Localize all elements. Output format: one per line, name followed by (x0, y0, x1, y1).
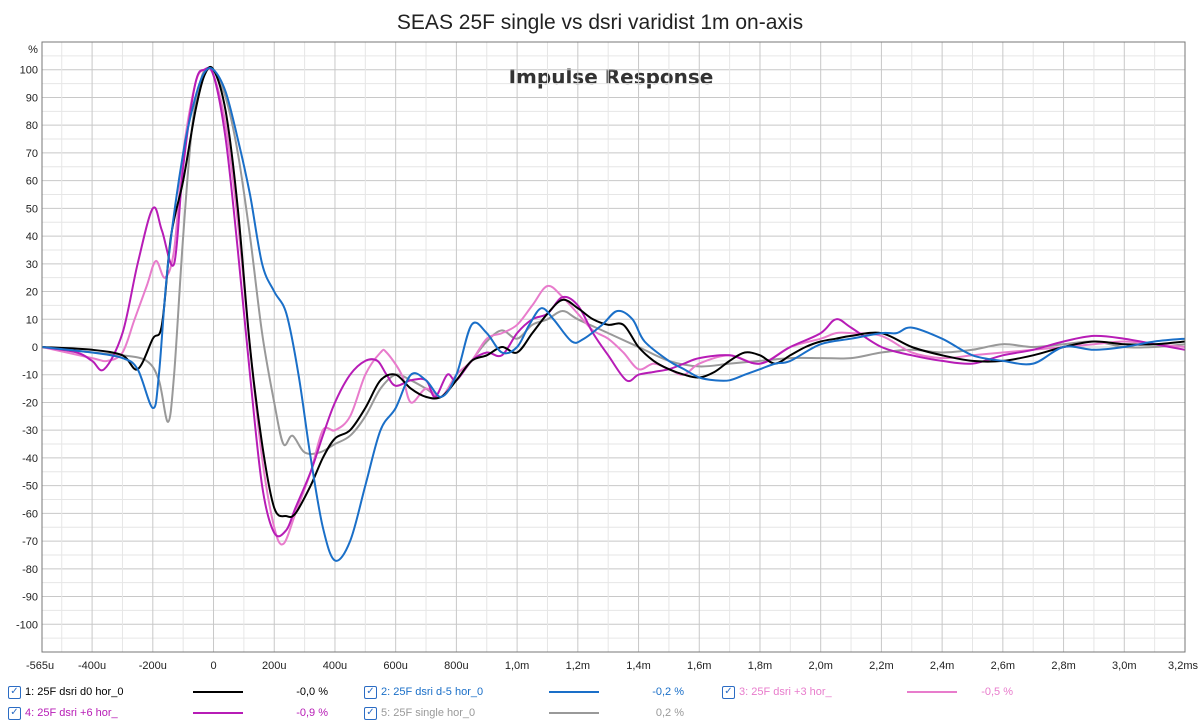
x-tick-label: 0 (210, 660, 216, 672)
y-axis-unit-label: % (28, 44, 38, 56)
y-tick-label: 60 (26, 176, 38, 188)
checkbox-icon[interactable]: ✓ (364, 706, 377, 720)
legend-item-5[interactable]: ✓ 5: 25F single hor_0 (364, 703, 475, 723)
legend-value-2: -0,2 % (652, 686, 684, 698)
legend-item-4[interactable]: ✓ 4: 25F dsri +6 hor_ (8, 703, 118, 723)
series-lines (41, 65, 1186, 562)
legend-label-5: 5: 25F single hor_0 (381, 707, 476, 719)
legend-value-4: -0,9 % (296, 707, 328, 719)
y-tick-label: 30 (26, 259, 38, 271)
y-tick-label: -10 (22, 370, 38, 382)
legend-value-3: -0,5 % (981, 686, 1013, 698)
checkbox-icon[interactable]: ✓ (364, 685, 377, 699)
x-tick-label: 1,4m (626, 660, 650, 672)
x-tick-label: 2,8m (1051, 660, 1075, 672)
impulse-response-chart: SEAS 25F single vs dsri varidist 1m on-a… (16, 11, 1199, 672)
x-tick-label: -400u (78, 660, 106, 672)
legend-item-3[interactable]: ✓ 3: 25F dsri +3 hor_ (722, 682, 832, 702)
y-tick-labels: 1009080706050403020100-10-20-30-40-50-60… (16, 65, 38, 632)
legend-label-3: 3: 25F dsri +3 hor_ (739, 686, 832, 698)
y-tick-label: 10 (26, 314, 38, 326)
x-tick-label: 1,2m (566, 660, 590, 672)
checkbox-icon[interactable]: ✓ (722, 685, 735, 699)
x-tick-label: 400u (323, 660, 347, 672)
y-tick-label: -100 (16, 619, 38, 631)
legend-value-1: -0,0 % (296, 686, 328, 698)
y-tick-label: 70 (26, 148, 38, 160)
plot-frame (41, 41, 1186, 653)
y-tick-label: -50 (22, 481, 38, 493)
y-tick-label: -30 (22, 425, 38, 437)
y-tick-label: 80 (26, 120, 38, 132)
y-tick-label: 40 (26, 231, 38, 243)
chart-subtitle: Impulse Response (509, 65, 714, 89)
x-tick-label: -565u (26, 660, 54, 672)
legend-label-4: 4: 25F dsri +6 hor_ (25, 707, 118, 719)
legend-swatch-4 (190, 703, 250, 723)
x-tick-label: 1,0m (505, 660, 529, 672)
x-tick-label: 2,0m (808, 660, 832, 672)
grid (42, 42, 1186, 652)
x-tick-label: 3,0m (1112, 660, 1136, 672)
x-tick-label: 800u (444, 660, 468, 672)
y-tick-label: -90 (22, 592, 38, 604)
legend-item-2[interactable]: ✓ 2: 25F dsri d-5 hor_0 (364, 682, 483, 702)
series-line-2 (41, 66, 1186, 562)
y-tick-label: -60 (22, 508, 38, 520)
legend: ✓ 1: 25F dsri d0 hor_0 -0,0 % ✓ 2: 25F d… (0, 680, 1200, 725)
y-tick-label: 20 (26, 287, 38, 299)
y-tick-label: -80 (22, 564, 38, 576)
y-tick-label: 90 (26, 92, 38, 104)
y-tick-label: -70 (22, 536, 38, 548)
chart-title: SEAS 25F single vs dsri varidist 1m on-a… (397, 11, 803, 34)
legend-label-2: 2: 25F dsri d-5 hor_0 (381, 686, 484, 698)
x-tick-labels: -565u -400u -200u 0 200u 400u 600u 800u 1,0m 1,2m… (26, 660, 1198, 672)
series-line-1 (41, 65, 1186, 519)
x-tick-label: 2,2m (869, 660, 893, 672)
x-tick-label: -200u (139, 660, 167, 672)
x-tick-label: 2,4m (930, 660, 954, 672)
legend-swatch-2 (546, 682, 606, 702)
legend-label-1: 1: 25F dsri d0 hor_0 (25, 686, 124, 698)
x-tick-label: 1,6m (687, 660, 711, 672)
legend-value-5: 0,2 % (655, 707, 684, 719)
legend-item-1[interactable]: ✓ 1: 25F dsri d0 hor_0 (8, 682, 123, 702)
y-tick-label: 50 (26, 203, 38, 215)
y-tick-label: 100 (20, 65, 38, 77)
x-tick-label: 2,6m (991, 660, 1015, 672)
x-tick-label: 200u (262, 660, 286, 672)
checkbox-icon[interactable]: ✓ (8, 706, 21, 720)
checkbox-icon[interactable]: ✓ (8, 685, 21, 699)
x-tick-label: 600u (383, 660, 407, 672)
y-tick-label: -20 (22, 397, 38, 409)
y-tick-label: -40 (22, 453, 38, 465)
x-tick-label: 3,2ms (1168, 660, 1198, 672)
legend-swatch-3 (904, 682, 964, 702)
x-tick-label: 1,8m (748, 660, 772, 672)
y-tick-label: 0 (32, 342, 38, 354)
legend-swatch-5 (546, 703, 606, 723)
legend-swatch-1 (190, 682, 250, 702)
